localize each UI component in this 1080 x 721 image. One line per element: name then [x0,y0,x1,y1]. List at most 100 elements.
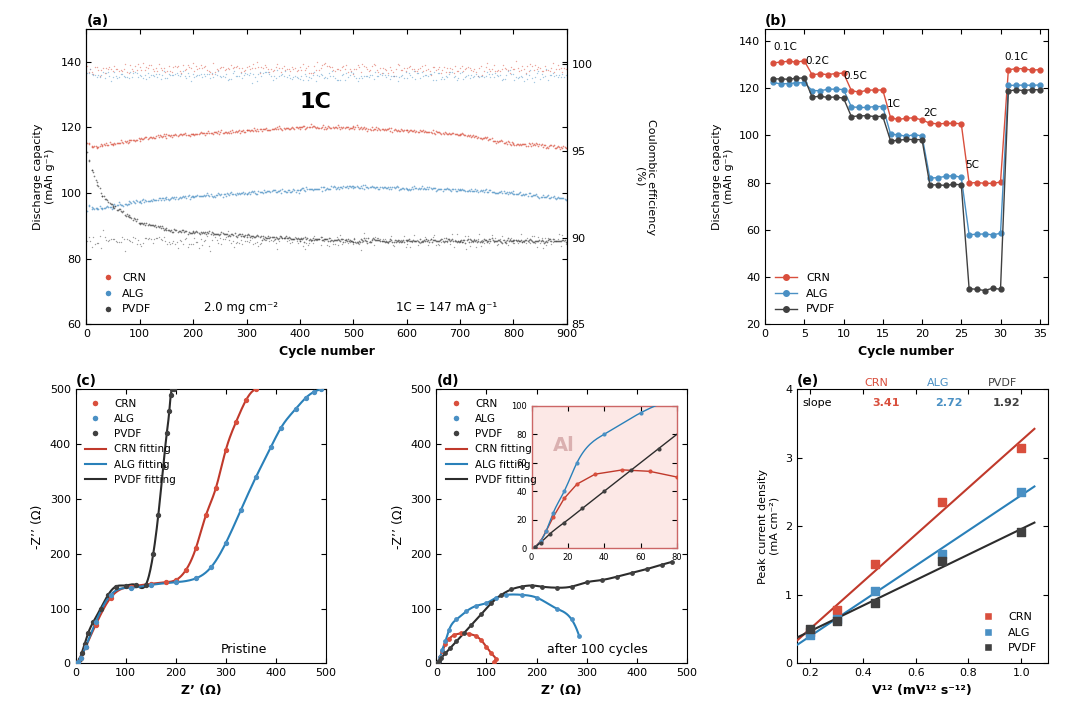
CRN [806,71,819,79]
Point [303,183,321,195]
Point [130,197,147,208]
Point [403,235,420,247]
Point [468,241,485,252]
Point [126,136,144,147]
Line: ALG: ALG [770,80,1042,237]
Point [154,460,172,472]
Point [545,235,563,247]
Point [429,126,446,138]
Point [333,239,350,250]
Point [408,234,426,246]
Point [485,186,502,198]
Point [483,597,500,609]
Point [538,64,555,76]
Point [374,182,391,193]
Point [112,135,130,146]
Text: 2C: 2C [923,108,937,118]
Point [528,188,545,200]
Point [480,134,497,146]
Point [309,234,326,245]
CRN [916,115,929,124]
Point [346,234,363,245]
Point [345,121,362,133]
Point [321,183,338,195]
Point [494,135,511,146]
Point [80,154,97,166]
Point [406,235,423,247]
Point [307,183,324,195]
Point [432,236,449,247]
Point [442,238,459,249]
Point [243,77,260,89]
Point [440,234,457,245]
CRN [767,58,780,67]
Point [375,62,392,74]
Point [449,236,467,247]
Point [464,71,482,83]
Point [158,223,175,234]
Point [149,71,166,83]
Point [103,201,120,213]
Point [400,125,417,137]
Point [99,202,117,213]
Point [386,234,403,246]
Point [315,123,333,135]
Point [353,123,370,134]
Point [127,195,145,206]
Point [446,235,463,247]
Point [402,69,419,81]
Point [336,123,353,134]
Point [431,183,448,195]
Point [180,190,198,201]
Point [165,224,183,235]
Point [106,198,123,210]
Point [98,200,116,212]
Point [663,556,680,567]
Point [463,185,481,197]
Point [156,231,173,243]
Point [226,242,243,253]
Point [521,236,538,247]
Point [446,71,463,82]
Point [215,188,232,200]
Point [273,123,291,135]
Point [518,235,536,247]
Point [215,234,232,245]
Point [435,236,453,248]
Point [176,71,193,82]
CRN [923,119,936,128]
PVDF [798,74,811,82]
Point [251,231,268,243]
Point [103,138,120,150]
Point [137,232,154,244]
Text: (c): (c) [76,374,96,388]
ALG [876,102,889,111]
Point [132,133,149,144]
Point [388,235,405,247]
Point [498,63,515,75]
Point [435,128,453,139]
Point [124,195,141,207]
Point [125,213,143,224]
Point [338,180,355,192]
PVDF [955,180,968,189]
Point [144,195,161,206]
Point [357,181,375,193]
Point [429,184,446,195]
Point [432,651,449,663]
Point [365,73,382,84]
Point [275,122,293,133]
Point [120,67,137,79]
Point [95,138,112,150]
Point [170,61,187,72]
Point [542,193,559,204]
Point [198,228,215,239]
Point [117,137,134,149]
Text: slope: slope [802,397,832,407]
Point [503,583,521,595]
Point [264,66,281,77]
Point [201,190,218,201]
Point [143,59,160,71]
Point [503,187,521,198]
Point [266,234,283,246]
